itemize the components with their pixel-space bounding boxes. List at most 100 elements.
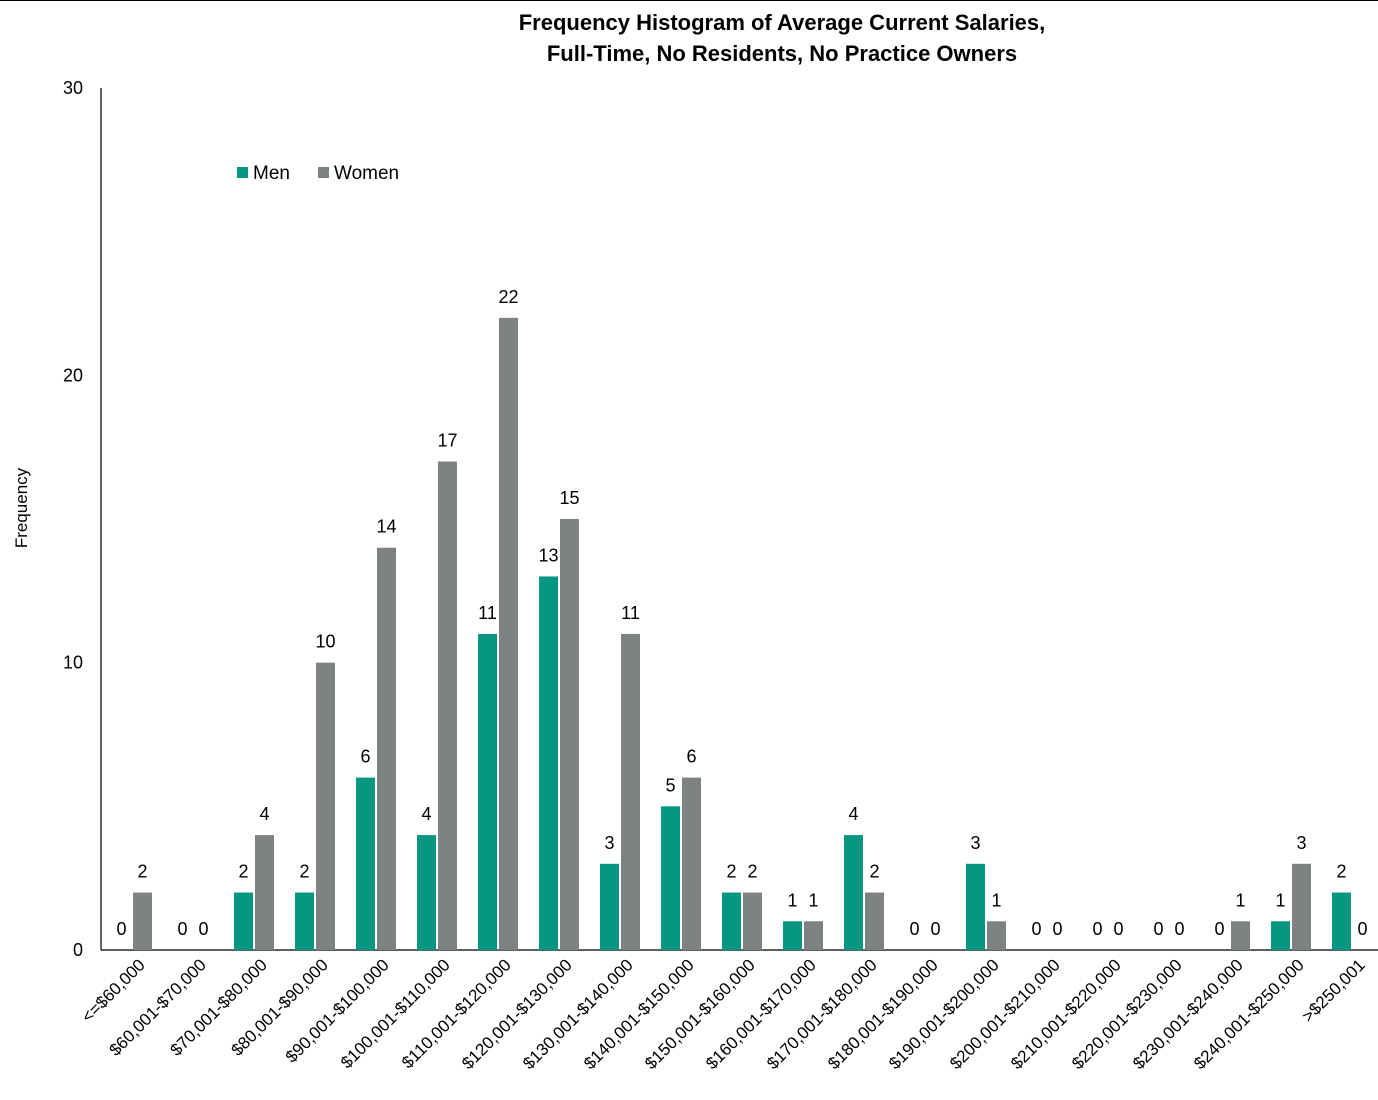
data-label-men: 5 (665, 775, 675, 795)
bar-women (1231, 921, 1250, 950)
data-label-men: 11 (478, 603, 497, 623)
data-label-women: 10 (315, 632, 335, 652)
bar-women (255, 835, 274, 950)
bar-women (377, 547, 396, 950)
data-label-men: 2 (238, 862, 248, 882)
data-label-women: 17 (437, 431, 457, 451)
legend-label-women: Women (334, 163, 399, 184)
data-label-women: 11 (621, 603, 640, 623)
chart-subtitle: Full-Time, No Residents, No Practice Own… (547, 41, 1017, 66)
bar-men (661, 806, 680, 950)
y-axis: 0 10 20 30 (63, 78, 102, 960)
data-label-women: 2 (747, 862, 757, 882)
x-category-label: $220,001-$230,000 (1068, 955, 1186, 1073)
data-label-women: 0 (1174, 919, 1184, 939)
data-label-men: 6 (360, 747, 370, 767)
x-category-label: $140,001-$150,000 (580, 955, 698, 1073)
data-label-women: 15 (559, 488, 579, 508)
bar-women (499, 317, 518, 950)
x-category-label: $200,001-$210,000 (946, 955, 1064, 1073)
data-label-men: 1 (1275, 890, 1285, 910)
data-label-men: 0 (1214, 919, 1224, 939)
x-category-label: $240,001-$250,000 (1190, 955, 1308, 1073)
data-label-men: 0 (1092, 919, 1102, 939)
y-tick-label: 10 (63, 653, 83, 673)
data-label-men: 3 (604, 833, 614, 853)
x-category-label: >$250,001 (1298, 955, 1369, 1026)
x-category-label: $130,001-$140,000 (519, 955, 637, 1073)
data-label-men: 0 (1153, 919, 1163, 939)
bar-men (417, 835, 436, 950)
x-category-label: $170,001-$180,000 (763, 955, 881, 1073)
bar-men (1332, 892, 1351, 950)
data-label-men: 0 (1031, 919, 1041, 939)
data-label-men: 0 (116, 919, 126, 939)
data-label-women: 0 (930, 919, 940, 939)
bar-men (295, 892, 314, 950)
x-category-label: $90,001-$100,000 (282, 955, 393, 1066)
bar-men (783, 921, 802, 950)
data-label-men: 2 (726, 862, 736, 882)
x-category-label: $110,001-$120,000 (398, 955, 515, 1072)
bar-men (844, 835, 863, 950)
bar-men (722, 892, 741, 950)
y-tick-label: 20 (63, 365, 83, 385)
data-label-women: 4 (259, 804, 269, 824)
data-label-women: 2 (137, 862, 147, 882)
data-label-men: 2 (299, 862, 309, 882)
bar-men (966, 863, 985, 950)
data-label-men: 3 (970, 833, 980, 853)
x-axis: <=$60,000$60,001-$70,000$70,001-$80,000$… (78, 949, 1378, 1073)
bar-women (865, 892, 884, 950)
x-category-label: $160,001-$170,000 (702, 955, 820, 1073)
x-category-label: $150,001-$160,000 (641, 955, 759, 1073)
data-label-women: 1 (1235, 890, 1245, 910)
data-label-women: 0 (1052, 919, 1062, 939)
top-border (0, 0, 1378, 1)
data-label-women: 0 (1357, 919, 1367, 939)
bar-women (804, 921, 823, 950)
bar-women (316, 662, 335, 950)
bar-women (743, 892, 762, 950)
bar-men (356, 777, 375, 950)
data-label-women: 3 (1296, 833, 1306, 853)
data-label-men: 0 (177, 919, 187, 939)
data-label-women: 1 (808, 890, 818, 910)
legend-swatch-women (318, 167, 329, 178)
bar-men (600, 863, 619, 950)
x-category-label: $190,001-$200,000 (885, 955, 1003, 1073)
bar-men (234, 892, 253, 950)
data-label-men: 13 (538, 545, 558, 565)
legend-swatch-men (237, 167, 248, 178)
y-tick-label: 30 (63, 78, 83, 98)
x-category-label: $210,001-$220,000 (1007, 955, 1125, 1073)
data-label-women: 6 (686, 747, 696, 767)
data-label-men: 0 (909, 919, 919, 939)
bar-men (539, 576, 558, 950)
data-label-women: 2 (869, 862, 879, 882)
legend-label-men: Men (253, 163, 290, 184)
bar-women (682, 777, 701, 950)
data-label-women: 22 (498, 287, 518, 307)
bars (133, 317, 1351, 950)
data-label-women: 1 (991, 890, 1001, 910)
bar-women (133, 892, 152, 950)
data-label-women: 14 (376, 517, 396, 537)
data-label-women: 0 (198, 919, 208, 939)
y-axis-title: Frequency (12, 467, 31, 548)
data-label-women: 0 (1113, 919, 1123, 939)
legend: Men Women (237, 163, 399, 184)
bar-women (560, 519, 579, 950)
x-category-label: $100,001-$110,000 (337, 955, 454, 1072)
data-label-men: 2 (1336, 862, 1346, 882)
bar-women (987, 921, 1006, 950)
x-category-label: $180,001-$190,000 (824, 955, 942, 1073)
bar-women (1292, 863, 1311, 950)
bar-men (478, 633, 497, 950)
bar-men (1271, 921, 1290, 950)
data-label-men: 4 (421, 804, 431, 824)
data-label-men: 4 (848, 804, 858, 824)
